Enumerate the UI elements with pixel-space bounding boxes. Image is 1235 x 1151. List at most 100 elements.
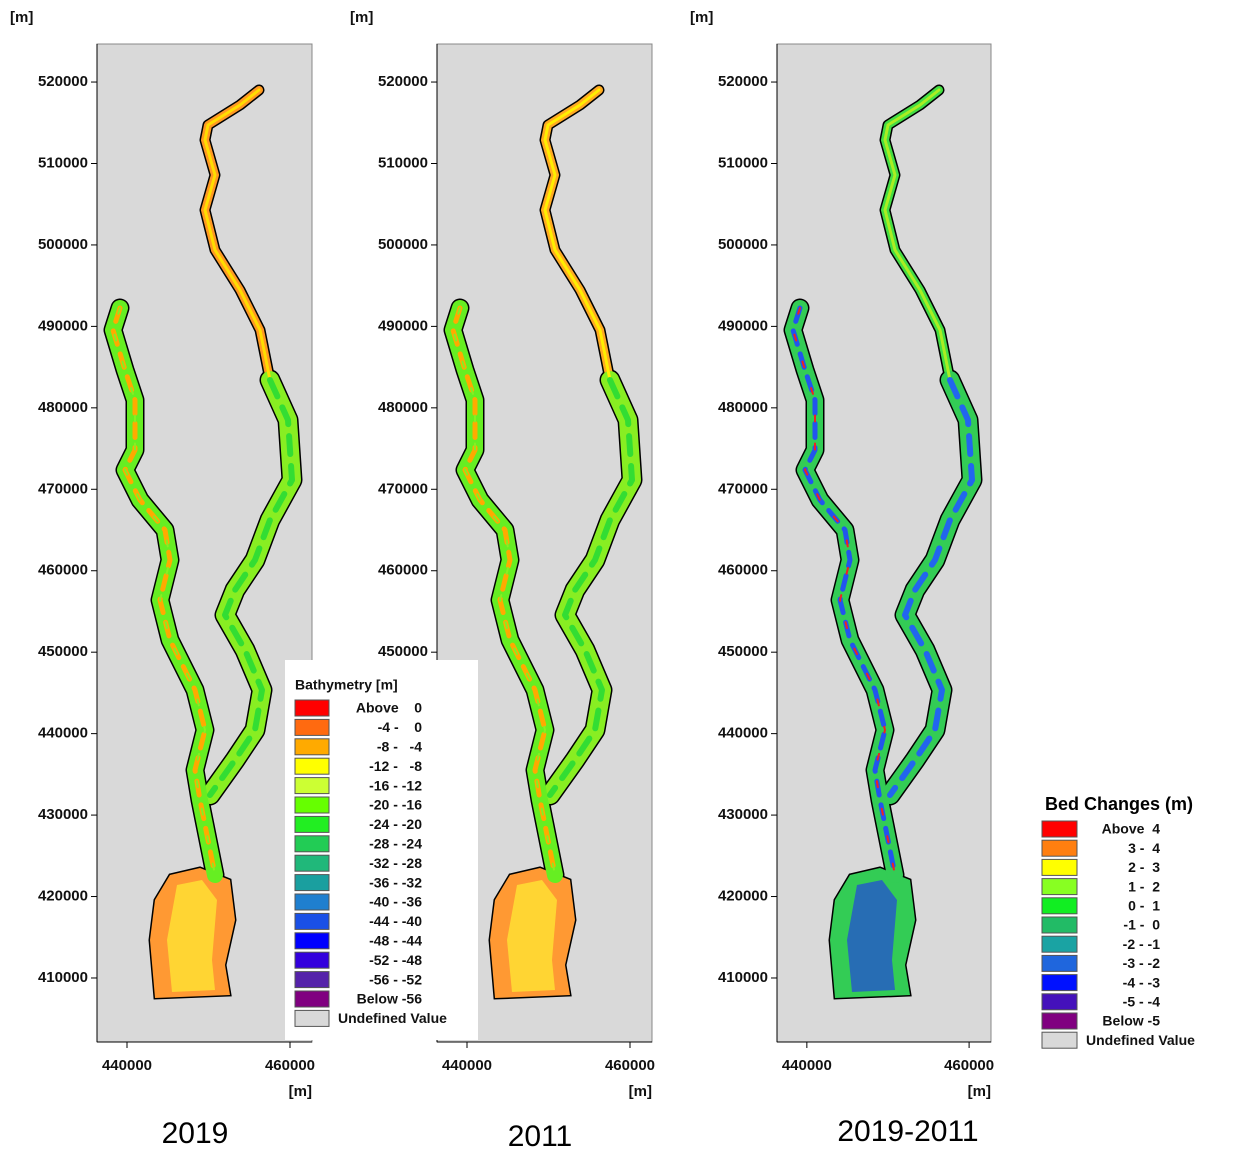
legend-swatch: [294, 835, 330, 853]
legend-label: -2 - -1: [1123, 936, 1161, 952]
legend-label: -52 - -48: [369, 952, 422, 968]
river: [443, 84, 643, 1000]
legend-label: -16 - -12: [369, 777, 422, 793]
river-channel: [883, 88, 952, 382]
y-tick-label: 410000: [38, 969, 88, 986]
legend-swatch: [1041, 954, 1078, 972]
caption: 2019: [162, 1117, 229, 1150]
y-tick-label: 500000: [378, 236, 428, 253]
legend-label: 1 - 2: [1128, 878, 1160, 894]
legend-label: 3 - 4: [1128, 840, 1160, 856]
legend-swatch: [294, 854, 330, 872]
legend-swatch: [294, 777, 330, 795]
y-unit: [m]: [690, 9, 713, 26]
y-unit: [m]: [10, 9, 33, 26]
x-unit: [m]: [629, 1083, 652, 1100]
river-channel: [887, 377, 975, 798]
river-channel: [547, 377, 635, 798]
legend-label: -36 - -32: [369, 874, 422, 890]
river-basin-inner: [167, 880, 217, 992]
y-tick-label: 440000: [718, 725, 768, 742]
legend-label: Below -56: [357, 991, 423, 1007]
legend-label: -4 - -3: [1123, 974, 1161, 990]
legend-label: Undefined Value: [338, 1010, 447, 1026]
y-tick-label: 460000: [38, 562, 88, 579]
legend-label: 2 - 3: [1128, 859, 1160, 875]
caption: 2019-2011: [837, 1115, 978, 1148]
river: [783, 84, 983, 1000]
legend-swatch: [294, 738, 330, 756]
y-tick-label: 440000: [38, 725, 88, 742]
legend-label: Below -5: [1102, 1013, 1160, 1029]
y-tick-label: 450000: [378, 643, 428, 660]
legend-label: -3 - -2: [1123, 955, 1161, 971]
legend-label: -32 - -28: [369, 855, 422, 871]
legend-label: -5 - -4: [1123, 994, 1161, 1010]
legend-label: -12 - -8: [369, 758, 422, 774]
y-tick-label: 480000: [718, 399, 768, 416]
x-tick-label: 460000: [265, 1057, 315, 1074]
river-channel: [543, 88, 612, 382]
y-tick-label: 480000: [378, 399, 428, 416]
x-unit: [m]: [289, 1083, 312, 1100]
y-tick-label: 510000: [38, 154, 88, 171]
y-tick-label: 490000: [718, 317, 768, 334]
legend-label: -44 - -40: [369, 913, 422, 929]
legend-swatch: [294, 971, 330, 989]
legend-label: -28 - -24: [369, 836, 422, 852]
y-tick-label: 430000: [38, 806, 88, 823]
x-tick-label: 440000: [782, 1057, 832, 1074]
legend-swatch: [1041, 993, 1078, 1011]
y-tick-label: 520000: [378, 73, 428, 90]
legend-label: -48 - -44: [369, 933, 422, 949]
legend-swatch: [294, 874, 330, 892]
y-tick-label: 430000: [718, 806, 768, 823]
legend-label: -24 - -20: [369, 816, 422, 832]
legend-label: -8 - -4: [377, 739, 422, 755]
legend-label: -56 - -52: [369, 971, 422, 987]
y-tick-label: 470000: [38, 480, 88, 497]
legend-swatch: [294, 990, 330, 1008]
x-tick-label: 440000: [442, 1057, 492, 1074]
legend-label: Above 4: [1102, 821, 1161, 837]
legend-swatch: [294, 699, 330, 717]
y-tick-label: 470000: [718, 480, 768, 497]
river-channel: [207, 377, 295, 798]
river: [103, 84, 303, 1000]
y-tick-label: 500000: [38, 236, 88, 253]
y-unit: [m]: [350, 9, 373, 26]
legend-swatch: [294, 815, 330, 833]
river-basin-inner: [507, 880, 557, 992]
legend-label: -40 - -36: [369, 894, 422, 910]
y-tick-label: 420000: [38, 888, 88, 905]
legend-label: Above 0: [356, 700, 422, 716]
legend-label: Undefined Value: [1086, 1032, 1195, 1048]
legend-swatch: [1041, 820, 1078, 838]
legend-label: -20 - -16: [369, 797, 422, 813]
y-tick-label: 460000: [378, 562, 428, 579]
legend-label: -1 - 0: [1123, 917, 1160, 933]
legend-title: Bathymetry [m]: [295, 677, 398, 693]
legend-swatch: [294, 757, 330, 775]
legend-swatch: [294, 1009, 330, 1027]
river-basin-inner: [847, 880, 897, 992]
legend-swatch: [1041, 935, 1078, 953]
x-tick-label: 440000: [102, 1057, 152, 1074]
caption: 2011: [508, 1120, 573, 1151]
y-tick-label: 450000: [718, 643, 768, 660]
y-tick-label: 510000: [378, 154, 428, 171]
y-tick-label: 520000: [38, 73, 88, 90]
y-tick-label: 490000: [38, 317, 88, 334]
river-channel: [112, 307, 216, 876]
y-tick-label: 520000: [718, 73, 768, 90]
river-channel: [792, 307, 896, 876]
y-tick-label: 510000: [718, 154, 768, 171]
y-tick-label: 410000: [718, 969, 768, 986]
legend-label: 0 - 1: [1128, 898, 1160, 914]
legend-title: Bed Changes (m): [1045, 794, 1193, 814]
x-unit: [m]: [968, 1083, 991, 1100]
legend-swatch: [1041, 897, 1078, 915]
x-tick-label: 460000: [605, 1057, 655, 1074]
y-tick-label: 480000: [38, 399, 88, 416]
